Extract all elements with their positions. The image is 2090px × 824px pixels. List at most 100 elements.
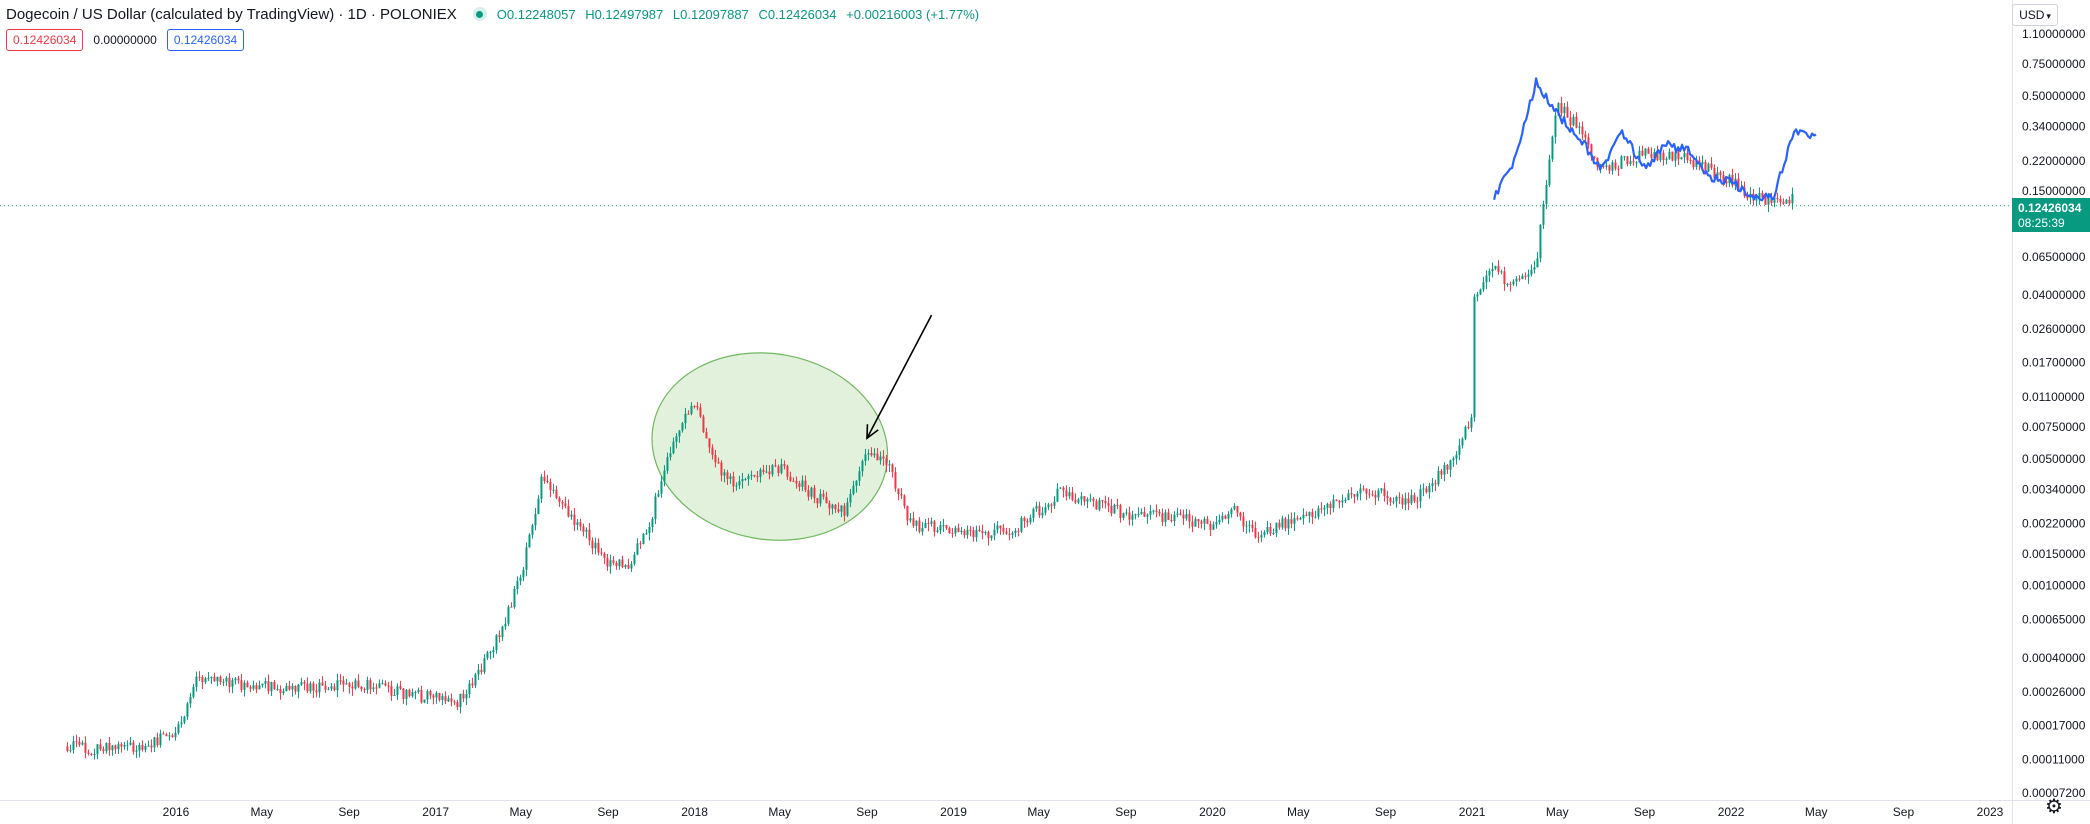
candle-body: [564, 503, 567, 507]
candle-body: [705, 432, 708, 439]
candle-body: [1197, 519, 1200, 522]
candle-body: [1050, 504, 1053, 506]
candle-body: [582, 526, 585, 532]
candle-body: [522, 569, 525, 578]
time-tick-label: Sep: [1893, 805, 1915, 819]
candle-body: [369, 680, 372, 690]
candle-body: [906, 505, 909, 521]
candle-body: [1047, 504, 1050, 508]
candle-body: [1374, 494, 1377, 498]
candle-body: [1626, 156, 1629, 164]
candle-body: [897, 488, 900, 495]
candle-body: [96, 744, 99, 755]
candle-body: [1761, 193, 1764, 198]
time-tick-label: May: [1546, 805, 1569, 819]
candle-body: [1071, 492, 1074, 500]
candle-body: [747, 476, 750, 479]
red-value-box[interactable]: 0.12426034: [6, 29, 84, 51]
candle-body: [1104, 500, 1107, 504]
time-axis[interactable]: 2016 May Sep 2017 May Sep 2018 May Sep 2019 May Sep…: [0, 800, 2090, 820]
candle-body: [639, 543, 642, 545]
candle-body: [516, 580, 519, 590]
candle-body: [1530, 269, 1533, 275]
candle-body: [291, 685, 294, 690]
candle-body: [591, 540, 594, 549]
candle-body: [540, 476, 543, 499]
candle-body: [1581, 126, 1584, 135]
candle-body: [1605, 165, 1608, 167]
candle-body: [693, 405, 696, 407]
candle-body: [150, 745, 153, 748]
candle-body: [1056, 488, 1059, 502]
open-value: 0.12248057: [506, 6, 576, 22]
blue-value-box[interactable]: 0.12426034: [166, 29, 245, 51]
candle-body: [1167, 512, 1170, 521]
candle-body: [948, 528, 951, 533]
current-price-tag: 0.12426034 08:25:39: [2012, 197, 2090, 232]
candle-body: [1134, 514, 1137, 516]
candle-body: [987, 532, 990, 539]
candle-body: [1683, 153, 1686, 158]
candle-body: [972, 530, 975, 538]
candle-body: [306, 683, 309, 692]
symbol-title[interactable]: Dogecoin / US Dollar (calculated by Trad…: [6, 5, 457, 23]
arrow-shaft[interactable]: [866, 314, 933, 439]
candle-body: [687, 413, 690, 415]
candle-body: [1470, 417, 1473, 428]
candle-body: [690, 405, 693, 414]
price-tick-label: 0.00011000: [2022, 753, 2085, 767]
candle-body: [1707, 163, 1710, 172]
candle-body: [861, 460, 864, 472]
candle-body: [1344, 500, 1347, 502]
candle-body: [1416, 501, 1419, 503]
candle-body: [1203, 518, 1206, 524]
candle-body: [1647, 148, 1650, 154]
time-tick-label: May: [1805, 805, 1828, 819]
candle-body: [1587, 137, 1590, 145]
candle-body: [1116, 504, 1119, 506]
low-label: L: [672, 6, 681, 22]
candle-body: [1389, 497, 1392, 502]
candle-body: [927, 523, 930, 525]
price-axis[interactable]: 1.10000000 0.75000000 0.50000000 0.34000000…: [2012, 0, 2086, 824]
candle-body: [855, 480, 858, 486]
candle-body: [1011, 533, 1014, 535]
candle-body: [1641, 150, 1644, 156]
candle-body: [1020, 517, 1023, 532]
currency-selector[interactable]: USD ▾: [2012, 4, 2058, 26]
candle-body: [1323, 507, 1326, 510]
candle-body: [219, 676, 222, 683]
candle-body: [1260, 535, 1263, 538]
gear-icon[interactable]: ⚙: [2045, 796, 2063, 818]
candle-body: [786, 465, 789, 477]
candle-body: [1515, 278, 1518, 282]
candle-body: [858, 471, 861, 481]
candle-body: [474, 674, 477, 686]
candle-body: [1494, 265, 1497, 269]
candle-body: [543, 476, 546, 482]
candle-body: [1497, 265, 1500, 272]
candle-body: [69, 749, 72, 751]
candle-body: [1518, 278, 1521, 280]
candle-body: [561, 501, 564, 504]
candle-body: [1449, 460, 1452, 470]
candle-body: [756, 476, 759, 478]
candle-body: [1731, 174, 1734, 186]
candle-body: [696, 406, 699, 408]
candle-body: [1233, 506, 1236, 510]
candle-body: [1488, 271, 1491, 276]
candle-body: [66, 746, 69, 751]
candle-body: [1461, 438, 1464, 446]
candle-body: [675, 436, 678, 442]
candle-body: [555, 489, 558, 499]
candle-body: [1539, 224, 1542, 259]
candle-body: [753, 475, 756, 477]
candle-body: [798, 483, 801, 487]
candle-body: [936, 530, 939, 532]
candle-body: [1368, 493, 1371, 495]
candle-body: [507, 606, 510, 624]
time-tick-label: 2022: [1718, 805, 1745, 819]
candle-body: [1473, 296, 1476, 418]
candle-body: [714, 454, 717, 463]
